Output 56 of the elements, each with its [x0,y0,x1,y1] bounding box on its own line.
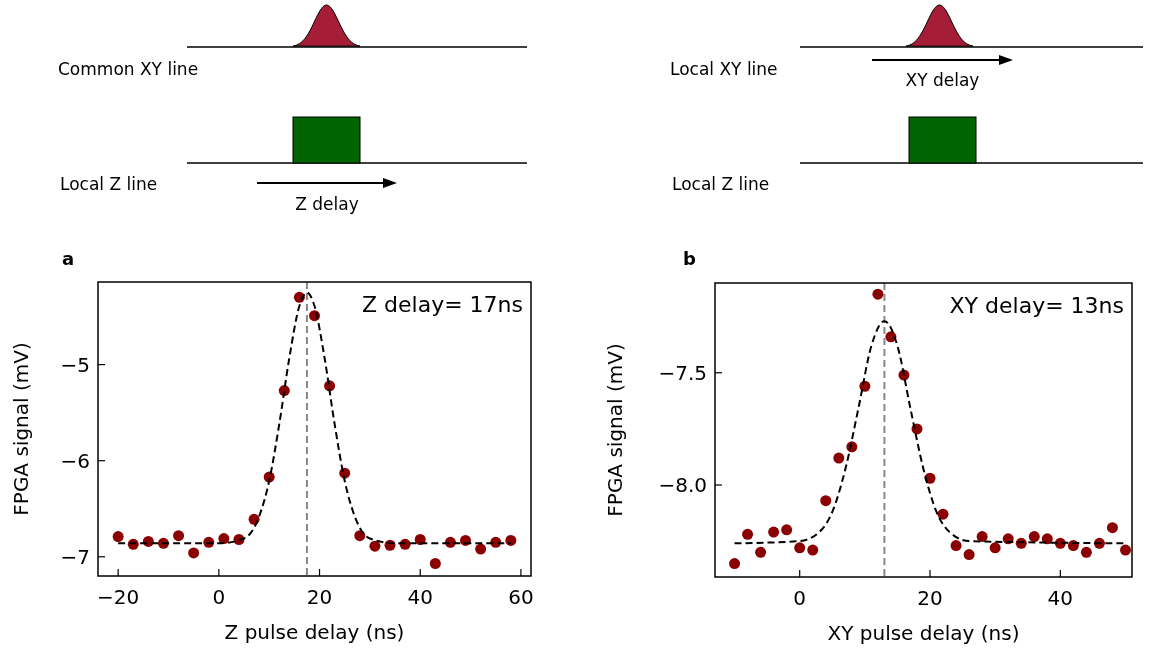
x-tick-label: 40 [407,585,433,609]
point [354,530,366,542]
point [820,495,832,507]
ref-line-label: Z delay= 17ns [361,292,523,317]
point [755,546,767,558]
ref-line-label: XY delay= 13ns [949,293,1124,318]
point [768,526,780,538]
point [505,534,517,546]
point [429,558,441,570]
point [976,531,988,543]
point [989,542,1001,554]
point [173,530,185,542]
point [1106,522,1118,534]
y-tick-label: −7.5 [658,360,707,385]
y-axis-title: FPGA signal (mV) [9,342,33,516]
point [1041,533,1053,545]
text: Local XY line [670,59,778,79]
point [950,540,962,552]
y-tick-label: −8.0 [658,472,707,497]
y-tick-label: −5 [60,352,90,377]
point [1080,546,1092,558]
point [729,558,741,570]
text: Common XY line [58,59,199,79]
point [937,508,949,520]
point [1028,531,1040,543]
point [963,549,975,561]
x-axis-title: XY pulse delay (ns) [827,621,1020,645]
x-tick-label: 0 [793,586,807,610]
text: Local Z line [60,174,158,194]
y-tick-label: −6 [60,448,90,473]
x-tick-label: 60 [508,585,534,609]
text: XY delay [905,70,980,90]
x-tick-label: 40 [1047,586,1074,610]
y-axis-title: FPGA signal (mV) [603,343,627,517]
y-tick-label: −7 [60,544,90,569]
point [742,528,754,540]
text: Local Z line [672,174,770,194]
point [1119,544,1131,556]
point [188,547,200,559]
point [807,544,819,556]
x-tick-label: 20 [306,585,333,609]
chart-title: a [62,248,75,269]
text: Z delay [295,194,359,214]
point [872,288,884,300]
chart-title: b [683,248,696,269]
point [369,540,381,552]
x-tick-label: −20 [97,585,140,609]
x-axis-title: Z pulse delay (ns) [224,620,405,644]
point [475,543,487,555]
point [781,524,793,536]
point [112,531,124,543]
point [218,533,230,545]
point [794,542,806,554]
point [833,452,845,464]
x-tick-label: 20 [917,586,943,610]
x-tick-label: 0 [212,585,226,609]
